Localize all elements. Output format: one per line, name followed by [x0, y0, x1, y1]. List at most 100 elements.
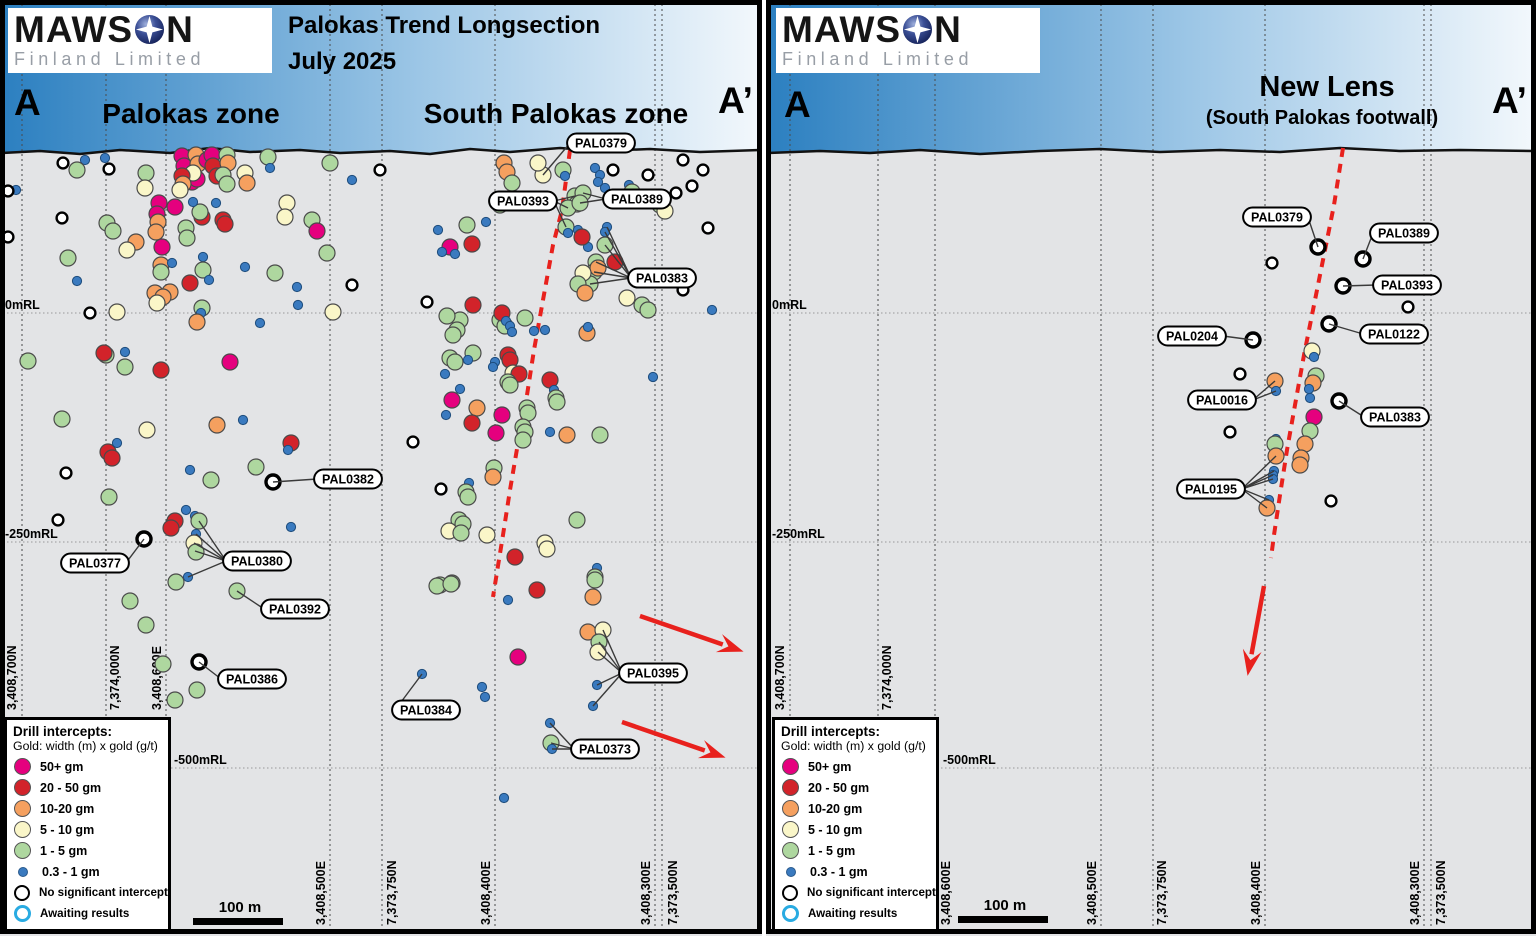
legend-swatch-icon	[786, 866, 796, 877]
legend-item-y: 5 - 10 gm	[13, 819, 164, 840]
legend-swatch-icon	[782, 905, 799, 922]
axis-label-easting-northing: 7,373,750N	[385, 860, 399, 925]
drill-intercept-point	[1233, 367, 1247, 381]
drillhole-label-pill	[618, 662, 688, 684]
legend-item-label: 20 - 50 gm	[808, 780, 870, 795]
leader-line	[198, 520, 227, 562]
leader-line	[1241, 488, 1268, 509]
drill-intercept-point	[701, 221, 715, 235]
legend-title: Drill intercepts:	[13, 724, 113, 739]
drill-intercept-point	[484, 468, 502, 486]
drill-intercept-point	[184, 464, 196, 476]
drillhole-label-pill	[602, 188, 672, 210]
drill-intercept-point	[178, 229, 196, 247]
drillhole-label-pill	[222, 550, 292, 572]
drillhole-label-pill	[60, 552, 130, 574]
leader-line	[589, 277, 632, 285]
drill-intercept-point	[562, 227, 574, 239]
axis-label-easting-northing: 7,373,500N	[666, 860, 680, 925]
drillhole-label-pill	[260, 598, 330, 620]
legend-item-r: 20 - 50 gm	[781, 777, 932, 798]
leader-line	[596, 672, 623, 686]
axis-label-elevation: -250mRL	[772, 527, 825, 541]
drill-intercept-point	[584, 588, 602, 606]
drill-intercept-point	[458, 216, 476, 234]
drill-intercept-point	[432, 224, 444, 236]
drill-intercept-point	[506, 548, 524, 566]
legend-item-label: No significant intercept	[807, 886, 936, 899]
drillhole-label-PAL0392: PAL0392	[260, 598, 330, 620]
drill-intercept-point	[148, 294, 166, 312]
drill-intercept-point	[187, 196, 199, 208]
legend-item-r: 20 - 50 gm	[13, 777, 164, 798]
drill-intercept-point	[197, 251, 209, 263]
drill-intercept-point	[278, 194, 296, 212]
legend-item-o: 10-20 gm	[781, 798, 932, 819]
drillhole-label-pill	[488, 190, 558, 212]
drillhole-label-PAL0395: PAL0395	[618, 662, 688, 684]
drill-intercept-point	[308, 222, 326, 240]
drill-intercept-point	[266, 264, 284, 282]
zone-label-south-palokas: South Palokas zone	[423, 98, 689, 129]
axis-label-easting-northing: 3,408,400E	[1249, 861, 1263, 925]
drill-intercept-point	[102, 162, 116, 176]
legend-item-m: 50+ gm	[781, 756, 932, 777]
drill-intercept-point	[444, 326, 462, 344]
drillhole-label-PAL0195: PAL0195	[1176, 478, 1246, 500]
drill-intercept-point	[208, 416, 226, 434]
leader-line	[542, 142, 571, 176]
legend-swatch-icon	[782, 800, 799, 817]
drillhole-label-PAL0016: PAL0016	[1187, 389, 1257, 411]
legend-swatch-icon	[14, 842, 31, 859]
drillhole-label-pill	[566, 132, 636, 154]
drill-intercept-point	[558, 426, 576, 444]
drill-intercept-point	[153, 238, 171, 256]
plunge-arrow-shaft	[621, 719, 706, 753]
drill-intercept-point	[506, 326, 518, 338]
legend-item-b: 0.3 - 1 gm	[781, 861, 932, 882]
legend-item-a: Awaiting results	[13, 903, 164, 924]
drill-intercept-point	[586, 571, 604, 589]
drill-intercept-point	[528, 581, 546, 599]
drill-intercept-point	[439, 368, 451, 380]
drill-intercept-point	[529, 154, 547, 172]
mawson-logo-right: MAWS N Finland Limited	[776, 8, 1040, 73]
drillhole-label-pill	[1369, 222, 1439, 244]
surface-topography-line	[767, 146, 1534, 156]
legend-swatch-icon	[782, 758, 799, 775]
drillhole-label-PAL0380: PAL0380	[222, 550, 292, 572]
plunge-arrow-head	[697, 740, 726, 759]
figure-title-line2: July 2025	[288, 48, 397, 75]
drill-intercept-point	[152, 263, 170, 281]
leader-line	[549, 722, 575, 750]
drillhole-label-text: PAL0384	[400, 704, 452, 718]
axis-label-easting-northing: 3,408,700N	[773, 645, 787, 710]
drill-intercept-point	[171, 181, 189, 199]
drill-intercept-point	[264, 162, 276, 174]
drill-intercept-point	[119, 346, 131, 358]
plunge-arrow-head	[715, 634, 744, 653]
axis-label-easting-northing: 3,408,400E	[479, 861, 493, 925]
section-marker-a-left: A	[14, 82, 41, 123]
drill-intercept-point	[538, 540, 556, 558]
drillhole-label-pill	[1176, 478, 1246, 500]
drill-intercept-point	[606, 163, 620, 177]
axis-label-easting-northing: 3,408,500E	[1085, 861, 1099, 925]
legend-item-label: 50+ gm	[808, 759, 852, 774]
leader-line	[236, 590, 265, 610]
drill-intercept-point	[188, 681, 206, 699]
drill-intercept-point	[406, 435, 420, 449]
drill-intercept-point	[509, 648, 527, 666]
drill-intercept-point	[203, 274, 215, 286]
logo-subtitle: Finland Limited	[14, 49, 206, 69]
legend-item-m: 50+ gm	[13, 756, 164, 777]
drill-intercept-point	[292, 299, 304, 311]
drillhole-label-PAL0382: PAL0382	[313, 468, 383, 490]
drill-intercept-point	[247, 458, 265, 476]
legend-item-o: 10-20 gm	[13, 798, 164, 819]
mineralization-trend-line	[1269, 147, 1345, 559]
drill-intercept-point	[559, 170, 571, 182]
legend-item-label: 10-20 gm	[808, 801, 863, 816]
drillhole-label-text: PAL0393	[497, 195, 549, 209]
